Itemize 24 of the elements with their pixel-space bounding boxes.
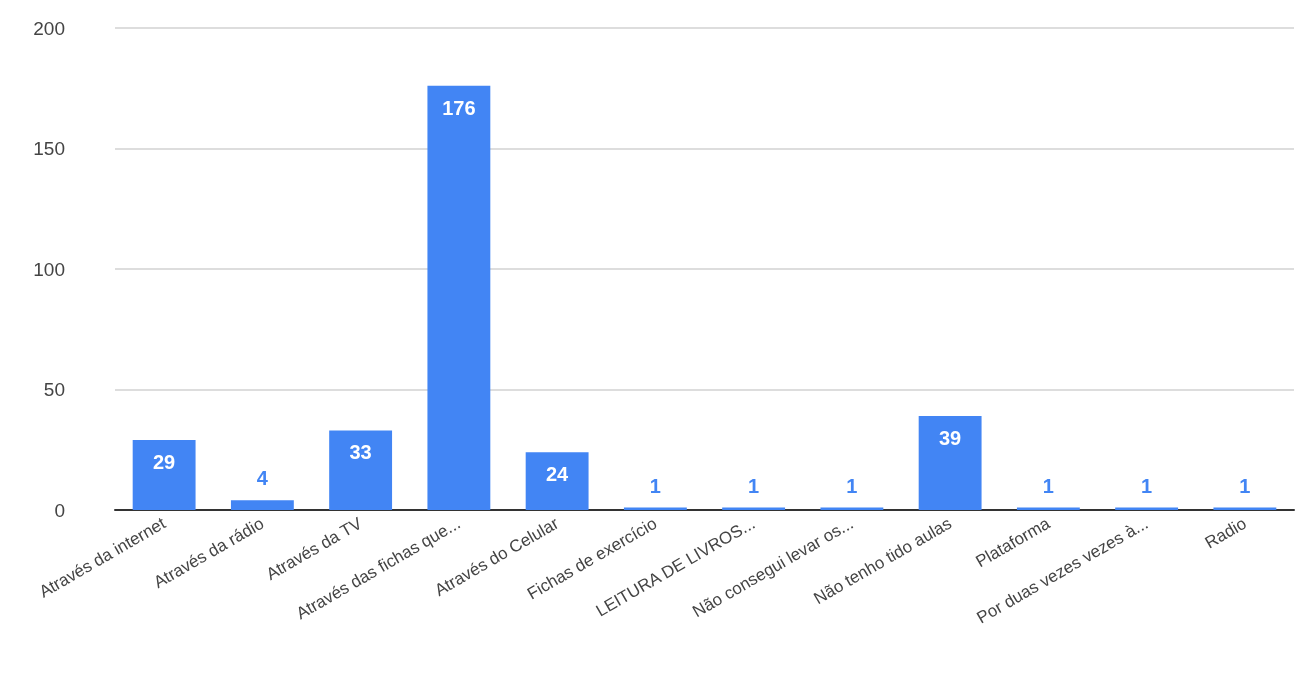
data-label: 4 bbox=[256, 467, 269, 490]
data-label: 1 bbox=[1141, 474, 1153, 497]
data-label: 176 bbox=[442, 96, 476, 119]
x-tick-label: Radio bbox=[1201, 513, 1250, 553]
data-label: 1 bbox=[1239, 474, 1251, 497]
y-tick-label: 50 bbox=[43, 379, 65, 400]
y-tick-label: 100 bbox=[33, 258, 65, 280]
data-label: 1 bbox=[846, 474, 858, 497]
bar bbox=[427, 85, 491, 510]
data-label: 39 bbox=[939, 427, 962, 450]
y-tick-label: 150 bbox=[33, 138, 65, 159]
data-label: 33 bbox=[349, 441, 372, 464]
data-label: 29 bbox=[153, 451, 176, 474]
data-label: 24 bbox=[546, 463, 570, 486]
bar bbox=[132, 440, 196, 510]
bar bbox=[525, 452, 589, 510]
bar bbox=[918, 416, 982, 510]
bar bbox=[329, 430, 393, 510]
data-label: 1 bbox=[748, 474, 760, 497]
bar bbox=[230, 500, 294, 510]
y-tick-label: 200 bbox=[33, 17, 65, 39]
data-label: 1 bbox=[649, 474, 661, 497]
data-label: 1 bbox=[1042, 474, 1054, 497]
y-tick-label: 0 bbox=[54, 499, 65, 521]
